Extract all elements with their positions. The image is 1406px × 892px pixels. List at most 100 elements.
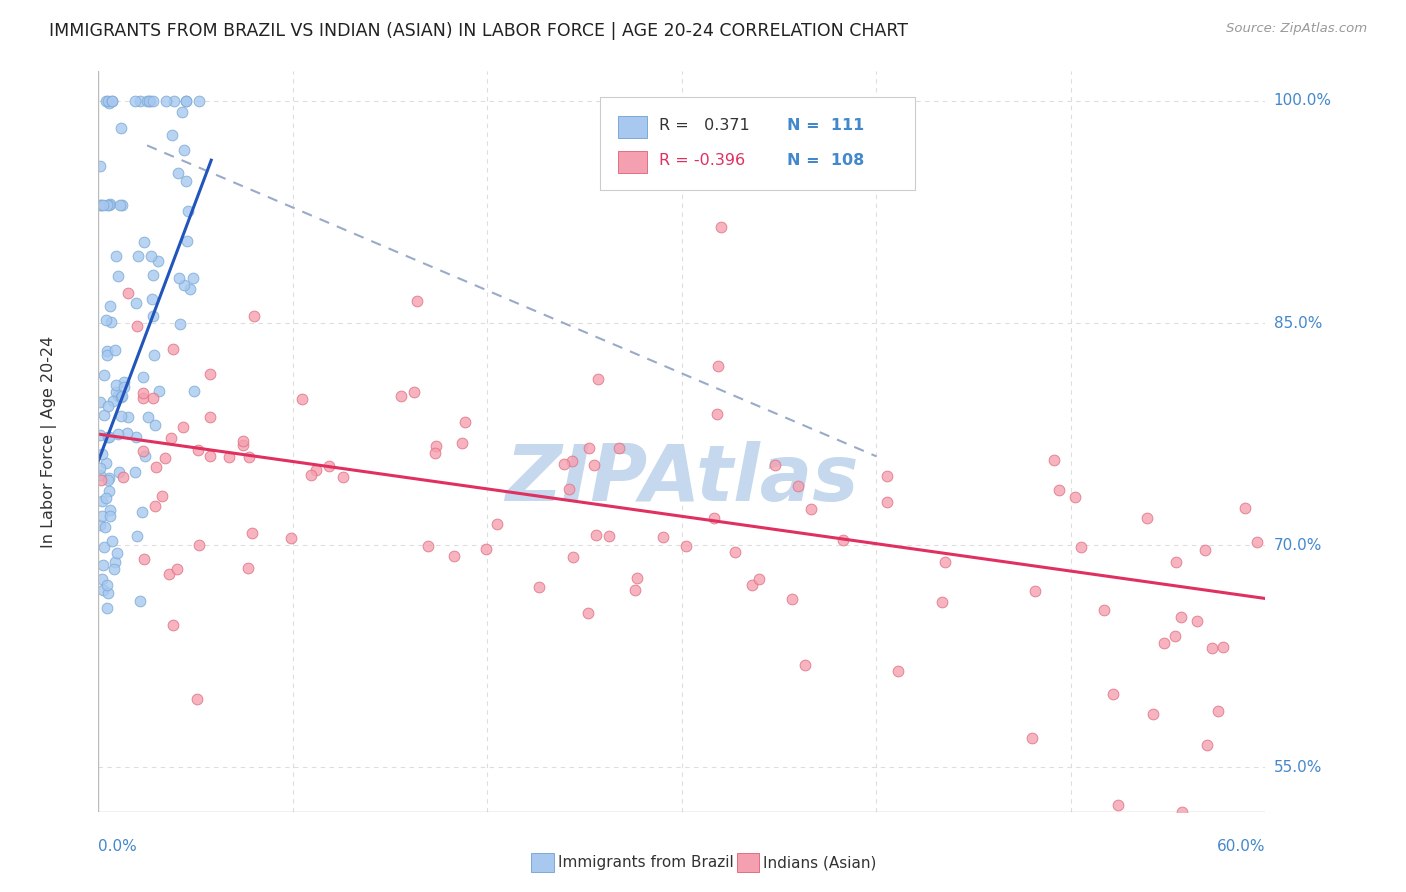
Point [131,391,153,405]
Point [107,427,129,442]
Bar [617,151,647,173]
Point [169,317,191,331]
Point [160,128,183,142]
Point [280,531,302,545]
Text: 85.0%: 85.0% [1274,316,1322,331]
Point [155,450,177,465]
Point [527,580,550,594]
Point [172,420,194,434]
Text: 60.0%: 60.0% [1218,839,1265,855]
Point [576,607,599,621]
Point [89,518,111,533]
Point [104,249,127,263]
Point [97,430,120,444]
Point [124,94,146,108]
Text: R = -0.396: R = -0.396 [658,153,745,168]
Point [132,552,155,566]
Point [652,530,675,544]
Point [90,508,112,523]
Point [1234,500,1257,515]
Point [132,385,155,400]
Point [97,471,120,485]
Point [218,450,240,464]
Point [112,375,135,389]
Point [624,583,647,598]
Point [89,394,111,409]
Point [98,299,121,313]
Point [134,449,156,463]
Point [124,465,146,479]
Point [110,409,132,424]
Point [186,692,208,706]
Point [183,384,205,398]
Point [142,268,165,283]
Point [138,94,160,108]
Point [96,601,118,615]
Point [402,385,425,400]
Point [167,270,190,285]
Point [553,457,575,471]
Point [1195,738,1218,752]
Point [104,555,127,569]
Point [100,196,122,211]
Point [90,474,112,488]
FancyBboxPatch shape [600,97,915,190]
Point [129,94,152,108]
Point [188,538,211,552]
Point [132,370,155,384]
Point [1102,687,1125,701]
Point [96,197,118,211]
Point [174,173,197,187]
Point [1092,603,1115,617]
Point [188,94,211,108]
Point [578,441,600,455]
Point [1212,640,1234,654]
Point [703,510,725,524]
Point [115,425,138,440]
Point [598,529,620,543]
Point [97,585,120,599]
Point [112,380,135,394]
Point [89,461,111,475]
Point [98,483,121,498]
Point [174,94,197,108]
Point [128,594,150,608]
Point [155,94,177,108]
Point [93,558,115,572]
Point [101,94,124,108]
Point [1047,483,1070,498]
Point [876,469,898,483]
Point [138,94,160,108]
Point [100,315,122,329]
Text: 100.0%: 100.0% [1274,94,1331,109]
Point [166,562,188,576]
Point [1170,610,1192,624]
Point [117,409,139,424]
Point [108,197,131,211]
Point [173,143,195,157]
Point [706,408,728,422]
Point [96,343,118,358]
Point [1136,510,1159,524]
Point [1153,635,1175,649]
Point [91,583,114,598]
Text: N =  108: N = 108 [787,153,865,168]
Point [780,592,803,607]
Point [425,439,447,453]
Point [1239,819,1261,833]
Point [174,94,197,108]
Point [142,94,165,108]
Point [97,430,120,444]
Point [876,494,898,508]
Point [1064,491,1087,505]
Point [142,391,165,405]
Point [724,545,747,559]
Point [765,458,787,473]
Bar [617,116,647,138]
Point [98,96,121,111]
Text: 55.0%: 55.0% [1274,760,1322,775]
Point [111,197,134,211]
Point [94,456,117,470]
Point [131,505,153,519]
Point [1024,584,1046,599]
